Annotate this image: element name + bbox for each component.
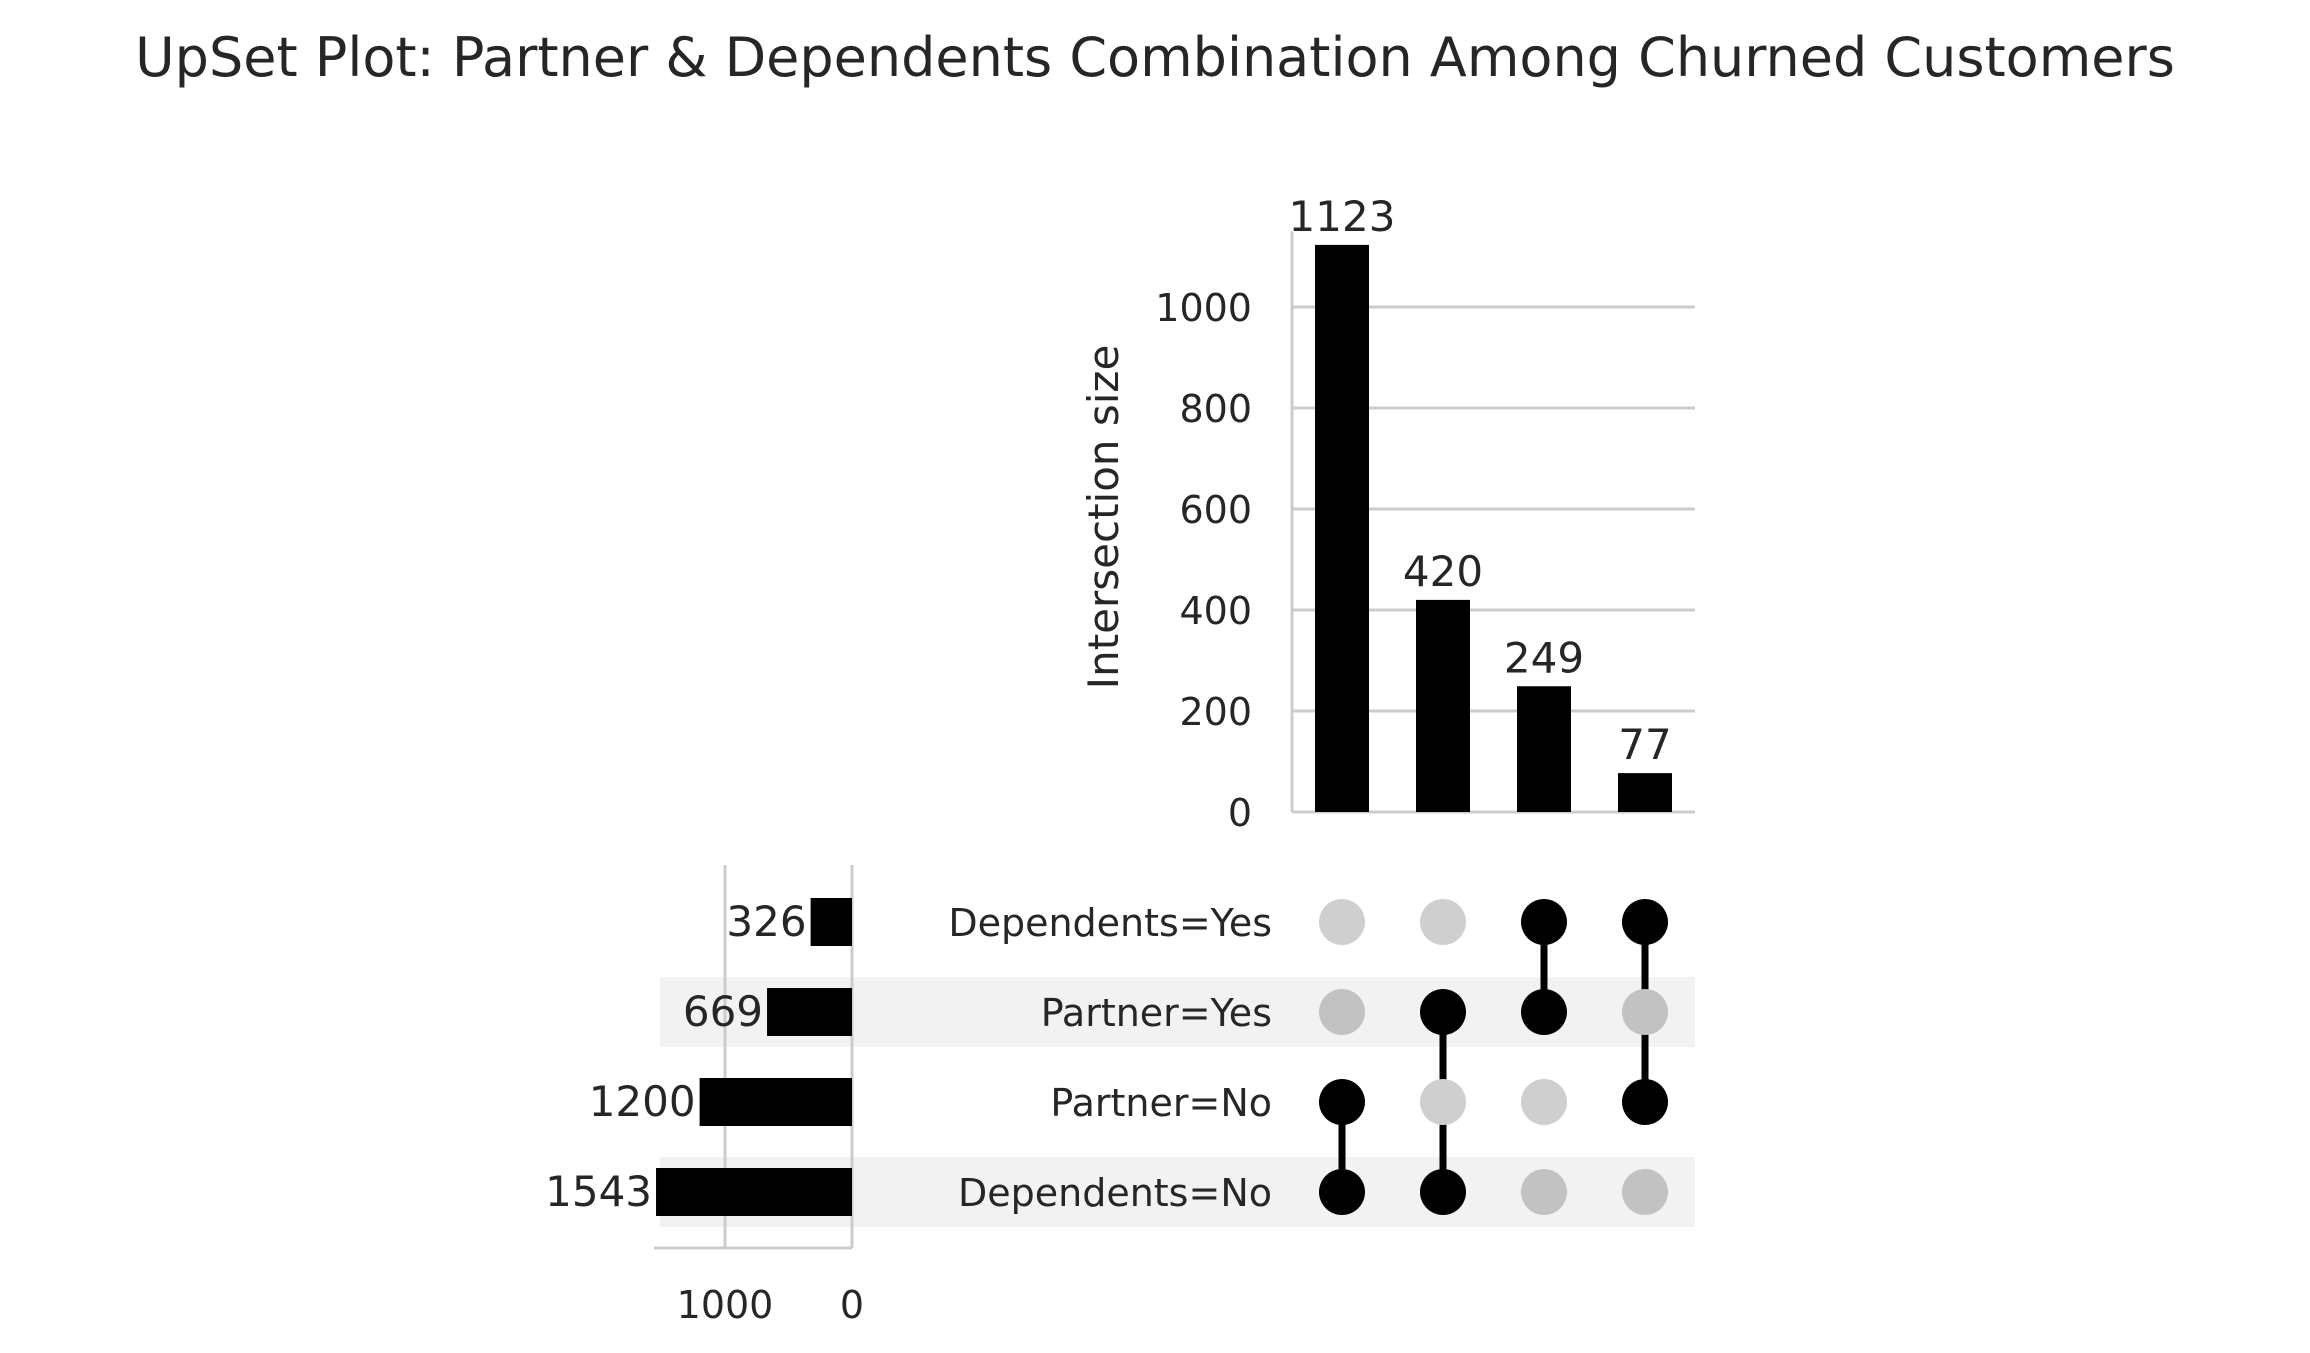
membership-matrix bbox=[1319, 899, 1668, 1215]
intersection-bars bbox=[1315, 244, 1672, 812]
set-size-bar bbox=[767, 988, 852, 1036]
membership-dot-inactive bbox=[1521, 1169, 1567, 1215]
membership-dot-active bbox=[1319, 1079, 1365, 1125]
chart-labels: 0 200 400 600 800 1000 Intersection size 1123 42… bbox=[545, 192, 1672, 1327]
intersection-y-axis-label: Intersection size bbox=[1079, 345, 1128, 690]
intersection-bar-value-label: 249 bbox=[1504, 633, 1584, 682]
membership-dot-inactive bbox=[1622, 1169, 1668, 1215]
set-size-value-label: 1200 bbox=[589, 1077, 696, 1126]
set-name-label: Partner=Yes bbox=[1041, 991, 1272, 1035]
intersection-tick-label: 0 bbox=[1228, 791, 1252, 835]
membership-dot-inactive bbox=[1319, 899, 1365, 945]
set-size-bar bbox=[810, 898, 852, 946]
set-size-tick-label: 1000 bbox=[677, 1283, 774, 1327]
membership-dot-active bbox=[1420, 989, 1466, 1035]
membership-dot-inactive bbox=[1521, 1079, 1567, 1125]
set-size-bars bbox=[656, 898, 852, 1216]
set-size-value-label: 326 bbox=[726, 897, 806, 946]
chart-title: UpSet Plot: Partner & Dependents Combina… bbox=[135, 26, 2175, 89]
intersection-tick-label: 800 bbox=[1179, 387, 1252, 431]
set-name-label: Dependents=No bbox=[958, 1171, 1272, 1215]
intersection-bar bbox=[1618, 773, 1672, 812]
intersection-tick-label: 1000 bbox=[1155, 286, 1252, 330]
membership-dot-active bbox=[1622, 1079, 1668, 1125]
membership-dot-inactive bbox=[1420, 1079, 1466, 1125]
intersection-tick-label: 600 bbox=[1179, 488, 1252, 532]
set-size-value-label: 1543 bbox=[545, 1167, 652, 1216]
set-name-label: Dependents=Yes bbox=[948, 901, 1272, 945]
membership-dot-active bbox=[1420, 1169, 1466, 1215]
membership-dot-active bbox=[1622, 899, 1668, 945]
membership-dot-inactive bbox=[1420, 899, 1466, 945]
membership-dot-inactive bbox=[1319, 989, 1365, 1035]
intersection-bar-value-label: 77 bbox=[1618, 720, 1671, 769]
set-size-bar bbox=[656, 1168, 852, 1216]
intersection-bar bbox=[1416, 599, 1470, 812]
intersection-bar-value-label: 1123 bbox=[1289, 192, 1396, 241]
membership-dot-active bbox=[1521, 899, 1567, 945]
intersection-bar-value-label: 420 bbox=[1403, 547, 1483, 596]
membership-dot-inactive bbox=[1622, 989, 1668, 1035]
intersection-tick-label: 200 bbox=[1179, 690, 1252, 734]
intersection-bar bbox=[1315, 244, 1369, 812]
intersection-tick-label: 400 bbox=[1179, 589, 1252, 633]
set-size-bar bbox=[699, 1078, 852, 1126]
intersection-bar bbox=[1517, 686, 1571, 812]
set-size-value-label: 669 bbox=[683, 987, 763, 1036]
set-size-tick-label: 0 bbox=[840, 1283, 864, 1327]
membership-dot-active bbox=[1319, 1169, 1365, 1215]
set-name-label: Partner=No bbox=[1050, 1081, 1272, 1125]
membership-dot-active bbox=[1521, 989, 1567, 1035]
